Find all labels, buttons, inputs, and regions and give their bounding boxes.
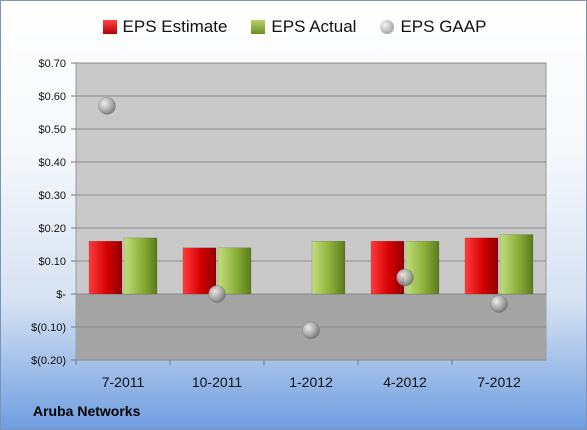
bar-eps-actual — [311, 240, 346, 295]
marker-eps-gaap — [490, 295, 508, 313]
legend-item-eps-gaap: EPS GAAP — [380, 17, 486, 37]
bar-eps-actual — [217, 247, 252, 295]
legend-swatch-eps-estimate — [102, 20, 117, 34]
y-tick-label: $0.20 — [38, 223, 66, 235]
y-tick-label: $(0.20) — [31, 355, 66, 367]
x-tick-label: 7-2012 — [477, 374, 521, 390]
legend-item-eps-estimate: EPS Estimate — [102, 17, 228, 37]
bar-eps-actual — [123, 237, 158, 295]
x-tick-label: 1-2012 — [289, 374, 333, 390]
legend-item-eps-actual: EPS Actual — [251, 17, 356, 37]
x-tick-label: 7-2011 — [102, 374, 145, 390]
bar-eps-estimate — [88, 240, 123, 295]
bar-eps-actual — [405, 240, 440, 295]
y-tick-label: $0.30 — [38, 190, 66, 202]
legend-label-eps-gaap: EPS GAAP — [400, 17, 487, 36]
marker-eps-gaap — [208, 285, 226, 303]
bar-eps-estimate — [182, 247, 217, 295]
bar-eps-estimate — [370, 240, 405, 295]
legend: EPS Estimate EPS Actual EPS GAAP — [1, 17, 586, 37]
y-tick-label: $0.60 — [38, 91, 66, 103]
bar-eps-estimate — [464, 237, 499, 295]
y-tick-label: $0.70 — [38, 58, 66, 70]
bar-eps-actual — [499, 234, 534, 295]
y-tick-label: $0.10 — [38, 256, 66, 268]
marker-eps-gaap — [302, 321, 320, 340]
legend-label-eps-actual: EPS Actual — [271, 17, 357, 36]
legend-swatch-eps-actual — [251, 20, 266, 34]
y-tick-label: $0.50 — [38, 124, 66, 136]
y-tick-label: $- — [56, 289, 66, 301]
marker-eps-gaap — [396, 268, 414, 287]
marker-eps-gaap — [98, 97, 116, 115]
y-tick-label: $(0.10) — [31, 322, 66, 334]
x-tick-label: 10-2011 — [192, 374, 243, 390]
legend-label-eps-estimate: EPS Estimate — [122, 17, 228, 36]
legend-swatch-eps-gaap — [380, 20, 395, 34]
y-tick-label: $0.40 — [38, 157, 66, 169]
x-tick-label: 4-2012 — [383, 374, 427, 390]
company-name: Aruba Networks — [33, 403, 141, 419]
